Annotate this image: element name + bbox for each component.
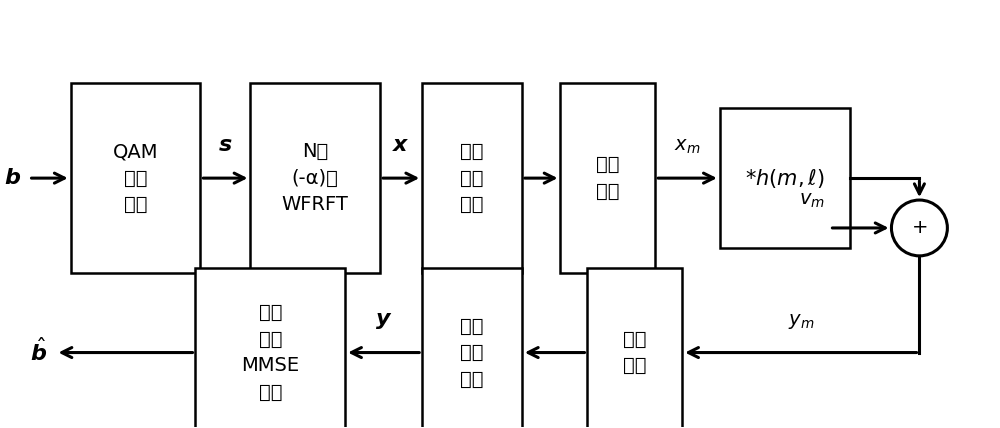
Text: QAM
星座
映射: QAM 星座 映射	[113, 142, 158, 214]
Text: $*h(m,\ell)$: $*h(m,\ell)$	[745, 166, 825, 190]
Text: $v_m$: $v_m$	[799, 192, 825, 210]
FancyBboxPatch shape	[587, 268, 682, 428]
Text: $\boldsymbol{s}$: $\boldsymbol{s}$	[218, 134, 233, 156]
Text: 串并
转换: 串并 转换	[623, 330, 647, 375]
FancyBboxPatch shape	[195, 268, 345, 428]
FancyBboxPatch shape	[560, 83, 655, 273]
Text: 加入
循环
前缀: 加入 循环 前缀	[460, 142, 484, 214]
Text: $+$: $+$	[911, 218, 928, 238]
Text: $y_m$: $y_m$	[788, 312, 814, 330]
Text: 迭代
时域
MMSE
均衡: 迭代 时域 MMSE 均衡	[241, 303, 299, 402]
Text: $\boldsymbol{b}$: $\boldsymbol{b}$	[4, 167, 21, 189]
FancyBboxPatch shape	[720, 108, 850, 248]
Text: 去掉
循环
前缀: 去掉 循环 前缀	[460, 317, 484, 389]
FancyBboxPatch shape	[422, 268, 522, 428]
FancyBboxPatch shape	[71, 83, 200, 273]
Text: N点
(-α)阶
WFRFT: N点 (-α)阶 WFRFT	[282, 142, 349, 214]
FancyBboxPatch shape	[422, 83, 522, 273]
Text: $x_m$: $x_m$	[674, 138, 701, 156]
Text: $\hat{\boldsymbol{b}}$: $\hat{\boldsymbol{b}}$	[30, 339, 47, 366]
Text: $\boldsymbol{x}$: $\boldsymbol{x}$	[392, 134, 410, 156]
Text: $\boldsymbol{y}$: $\boldsymbol{y}$	[375, 309, 392, 330]
FancyBboxPatch shape	[250, 83, 380, 273]
Text: 并串
转换: 并串 转换	[596, 155, 620, 201]
